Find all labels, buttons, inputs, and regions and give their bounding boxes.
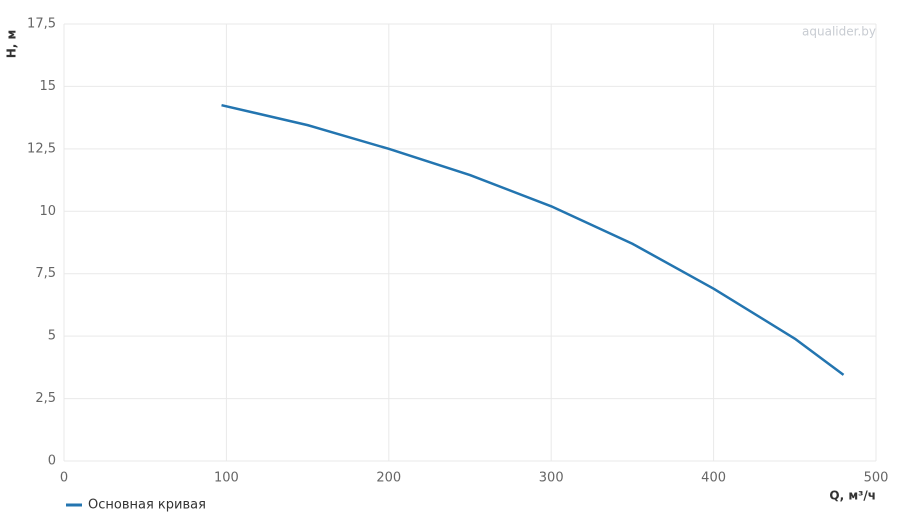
x-tick-label: 100 — [214, 471, 239, 486]
y-tick-label: 7,5 — [35, 266, 56, 281]
x-tick-label: 300 — [539, 471, 564, 486]
y-tick-label: 10 — [39, 204, 56, 219]
y-tick-label: 0 — [48, 454, 56, 469]
series-line — [221, 103, 845, 376]
x-axis-title: Q, м³/ч — [829, 489, 876, 503]
x-tick-label: 200 — [376, 471, 401, 486]
y-tick-label: 12,5 — [27, 141, 56, 156]
x-tick-label: 500 — [864, 471, 889, 486]
y-tick-label: 15 — [39, 79, 56, 94]
x-tick-label: 400 — [701, 471, 726, 486]
watermark: aqualider.by — [802, 25, 876, 39]
y-tick-label: 5 — [48, 329, 56, 344]
legend-label: Основная кривая — [88, 498, 206, 513]
y-tick-label: 2,5 — [35, 391, 56, 406]
y-axis-title: H, м — [5, 30, 19, 59]
y-tick-label: 17,5 — [27, 17, 56, 32]
x-tick-label: 0 — [60, 471, 68, 486]
